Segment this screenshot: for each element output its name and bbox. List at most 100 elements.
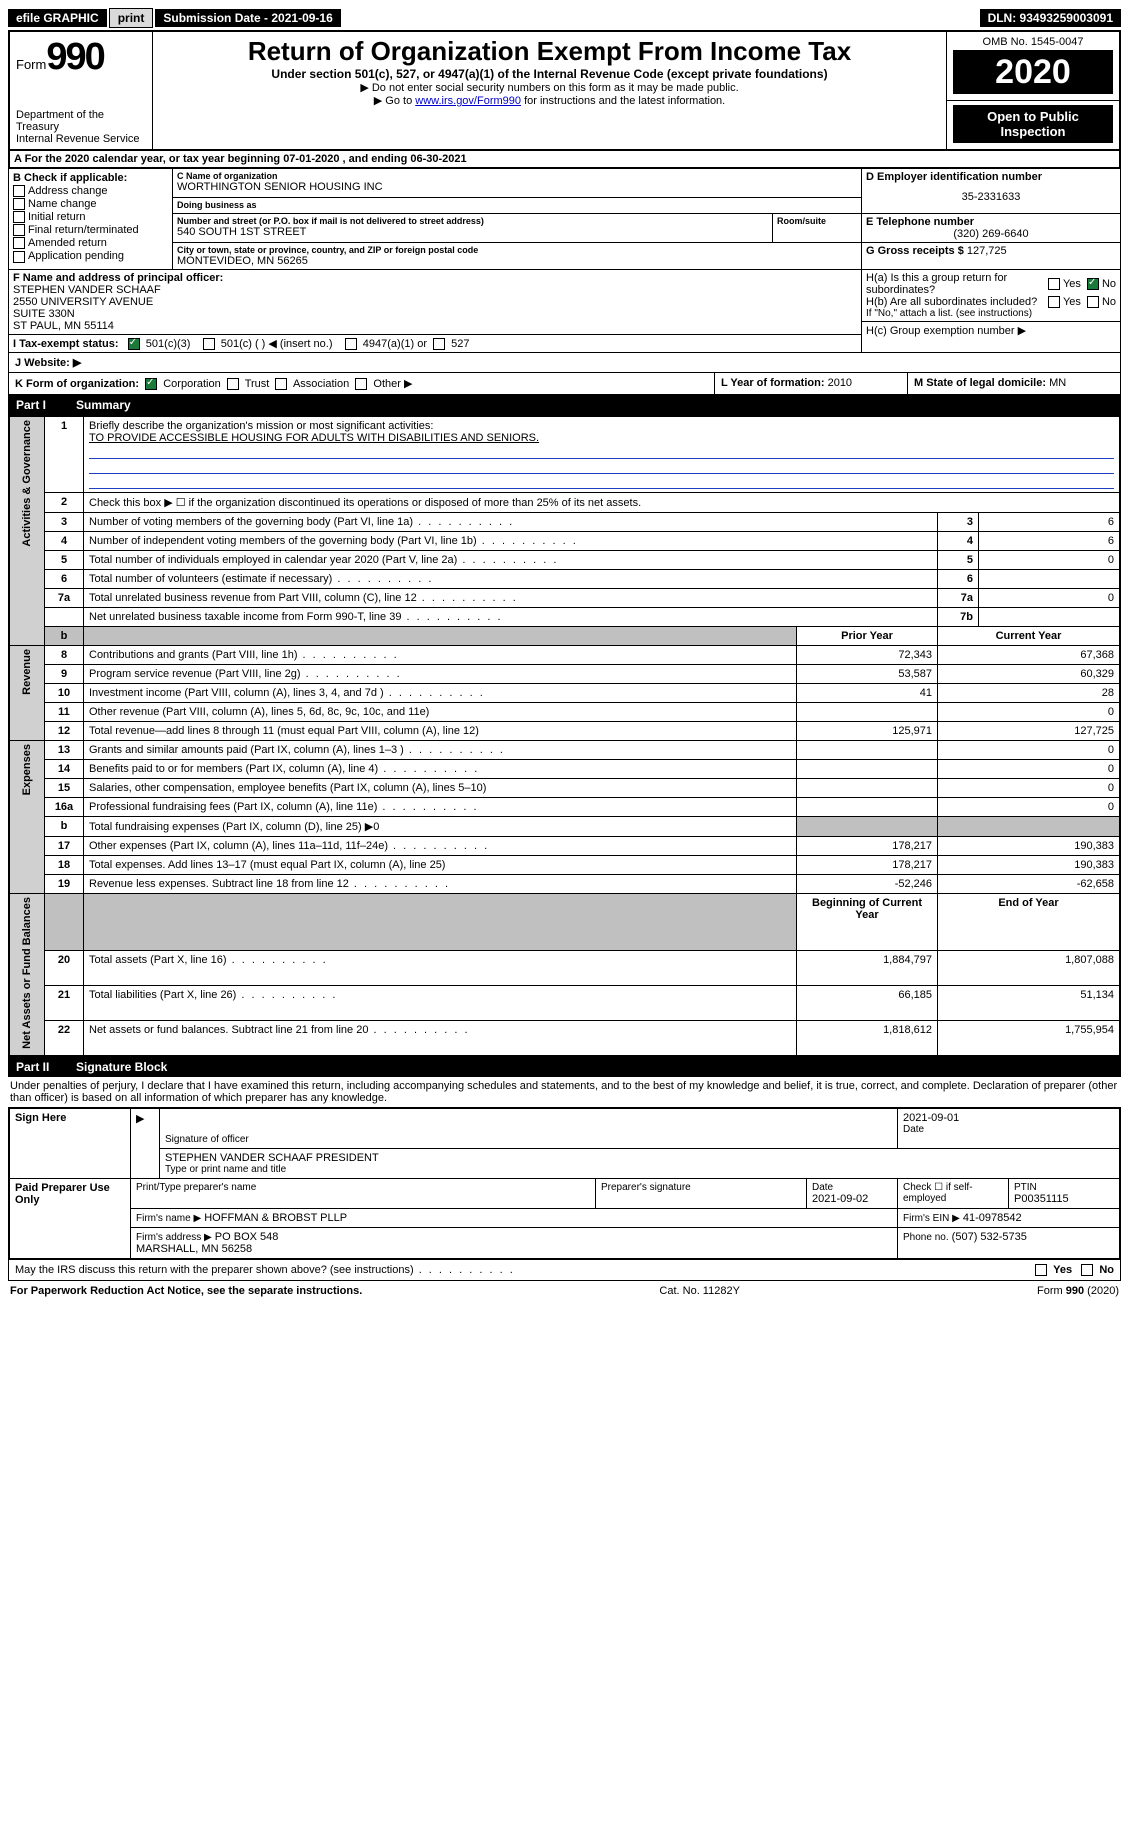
- summary-table: Activities & Governance 1 Briefly descri…: [8, 415, 1121, 1057]
- officer-line2: 2550 UNIVERSITY AVENUE: [13, 296, 857, 308]
- hb-yes[interactable]: Yes: [1048, 296, 1081, 308]
- sign-here: Sign Here: [9, 1108, 131, 1179]
- discuss-no[interactable]: [1081, 1264, 1093, 1276]
- chk-assoc[interactable]: [275, 378, 287, 390]
- l-label: L Year of formation:: [721, 377, 825, 389]
- tax-exempt-label: I Tax-exempt status:: [13, 338, 119, 350]
- mission-q: Briefly describe the organization's miss…: [89, 420, 433, 432]
- exp-desc: Professional fundraising fees (Part IX, …: [84, 798, 797, 817]
- chk-final-return[interactable]: Final return/terminated: [13, 224, 168, 236]
- net-desc: Total liabilities (Part X, line 26): [84, 985, 797, 1020]
- m-label: M State of legal domicile:: [914, 377, 1046, 389]
- form-word: Form: [16, 57, 46, 72]
- exp-row: 16aProfessional fundraising fees (Part I…: [9, 798, 1120, 817]
- rev-desc: Other revenue (Part VIII, column (A), li…: [84, 703, 797, 722]
- chk-4947[interactable]: [345, 338, 357, 350]
- gov-row: 5Total number of individuals employed in…: [9, 551, 1120, 570]
- m-value: MN: [1049, 377, 1066, 389]
- omb-number: OMB No. 1545-0047: [953, 36, 1113, 51]
- opt-4947: 4947(a)(1) or: [363, 338, 427, 350]
- net-row: 20Total assets (Part X, line 16)1,884,79…: [9, 951, 1120, 986]
- gov-desc: Net unrelated business taxable income fr…: [84, 608, 938, 627]
- hb-row: H(b) Are all subordinates included? Yes …: [866, 296, 1116, 308]
- part2-num: Part II: [16, 1060, 76, 1074]
- self-emp-hdr[interactable]: Check ☐ if self-employed: [903, 1182, 1003, 1204]
- hb-no[interactable]: No: [1087, 296, 1116, 308]
- exp-row: 18Total expenses. Add lines 13–17 (must …: [9, 856, 1120, 875]
- room-label: Room/suite: [777, 216, 857, 226]
- rev-row: 9Program service revenue (Part VIII, lin…: [9, 665, 1120, 684]
- city-value: MONTEVIDEO, MN 56265: [177, 255, 857, 267]
- paid-preparer-label: Paid Preparer Use Only: [9, 1179, 131, 1260]
- gov-row: 4Number of independent voting members of…: [9, 532, 1120, 551]
- submission-date-label: Submission Date - 2021-09-16: [155, 9, 340, 27]
- goto-pre: Go to: [385, 95, 415, 107]
- top-bar: efile GRAPHIC print Submission Date - 20…: [8, 8, 1121, 28]
- part1-header: Part I Summary: [8, 395, 1121, 415]
- dba-label: Doing business as: [177, 200, 857, 210]
- firm-ein: 41-0978542: [963, 1212, 1022, 1224]
- street-address: 540 SOUTH 1ST STREET: [177, 226, 768, 238]
- rev-desc: Program service revenue (Part VIII, line…: [84, 665, 797, 684]
- exp-desc: Other expenses (Part IX, column (A), lin…: [84, 837, 797, 856]
- officer-line4: ST PAUL, MN 55114: [13, 320, 857, 332]
- chk-527[interactable]: [433, 338, 445, 350]
- form-footer: Form 990 (2020): [1037, 1285, 1119, 1297]
- chk-app-pending[interactable]: Application pending: [13, 250, 168, 262]
- part2-header: Part II Signature Block: [8, 1057, 1121, 1077]
- gov-desc: Total number of individuals employed in …: [84, 551, 938, 570]
- vtab-gov: Activities & Governance: [21, 420, 33, 547]
- beg-hdr: Beginning of Current Year: [797, 894, 938, 951]
- sig-date: 2021-09-01: [903, 1112, 1114, 1124]
- chk-amended[interactable]: Amended return: [13, 237, 168, 249]
- ha-yes[interactable]: Yes: [1048, 278, 1081, 290]
- print-button[interactable]: print: [109, 8, 154, 28]
- opt-other: Other ▶: [373, 378, 412, 390]
- officer-line1: STEPHEN VANDER SCHAAF: [13, 284, 857, 296]
- opt-527: 527: [451, 338, 469, 350]
- gov-row: 6Total number of volunteers (estimate if…: [9, 570, 1120, 589]
- exp-desc: Revenue less expenses. Subtract line 18 …: [84, 875, 797, 894]
- goto-post: for instructions and the latest informat…: [521, 95, 725, 107]
- ha-no[interactable]: No: [1087, 278, 1116, 290]
- open-public: Open to Public Inspection: [953, 105, 1113, 143]
- org-name: WORTHINGTON SENIOR HOUSING INC: [177, 181, 857, 193]
- vtab-exp: Expenses: [21, 744, 33, 795]
- gov-row: Net unrelated business taxable income fr…: [9, 608, 1120, 627]
- line-a: A For the 2020 calendar year, or tax yea…: [8, 151, 1121, 168]
- sig-officer-label: Signature of officer: [165, 1134, 892, 1145]
- rev-desc: Total revenue—add lines 8 through 11 (mu…: [84, 722, 797, 741]
- dept-treasury: Department of the Treasury Internal Reve…: [16, 109, 146, 145]
- chk-initial-return[interactable]: Initial return: [13, 211, 168, 223]
- chk-trust[interactable]: [227, 378, 239, 390]
- net-row: 22Net assets or fund balances. Subtract …: [9, 1020, 1120, 1056]
- form990-link[interactable]: www.irs.gov/Form990: [415, 95, 521, 107]
- chk-501c[interactable]: [203, 338, 215, 350]
- exp-row: bTotal fundraising expenses (Part IX, co…: [9, 817, 1120, 837]
- chk-other[interactable]: [355, 378, 367, 390]
- chk-address-change[interactable]: Address change: [13, 185, 168, 197]
- goto-note: ▶ Go to www.irs.gov/Form990 for instruct…: [159, 94, 940, 107]
- ein-label: D Employer identification number: [866, 171, 1116, 183]
- chk-corp[interactable]: [145, 378, 157, 390]
- exp-desc: Salaries, other compensation, employee b…: [84, 779, 797, 798]
- net-row: 21Total liabilities (Part X, line 26)66,…: [9, 985, 1120, 1020]
- chk-501c3[interactable]: [128, 338, 140, 350]
- form-subtitle: Under section 501(c), 527, or 4947(a)(1)…: [159, 67, 940, 81]
- line2: Check this box ▶ ☐ if the organization d…: [84, 493, 1121, 513]
- exp-row: 15Salaries, other compensation, employee…: [9, 779, 1120, 798]
- hb-note: If "No," attach a list. (see instruction…: [866, 308, 1116, 319]
- gross-value: 127,725: [967, 245, 1007, 257]
- chk-name-change[interactable]: Name change: [13, 198, 168, 210]
- rev-desc: Contributions and grants (Part VIII, lin…: [84, 646, 797, 665]
- firm-phone-label: Phone no.: [903, 1232, 949, 1243]
- officer-name-label: Type or print name and title: [165, 1164, 1114, 1175]
- discuss-yes[interactable]: [1035, 1264, 1047, 1276]
- ha-row: H(a) Is this a group return for subordin…: [866, 272, 1116, 296]
- prior-hdr: Prior Year: [797, 627, 938, 646]
- ptin-hdr: PTIN: [1014, 1182, 1114, 1193]
- exp-desc: Benefits paid to or for members (Part IX…: [84, 760, 797, 779]
- tax-year: 2020: [953, 51, 1113, 94]
- rev-row: 11Other revenue (Part VIII, column (A), …: [9, 703, 1120, 722]
- gov-desc: Total unrelated business revenue from Pa…: [84, 589, 938, 608]
